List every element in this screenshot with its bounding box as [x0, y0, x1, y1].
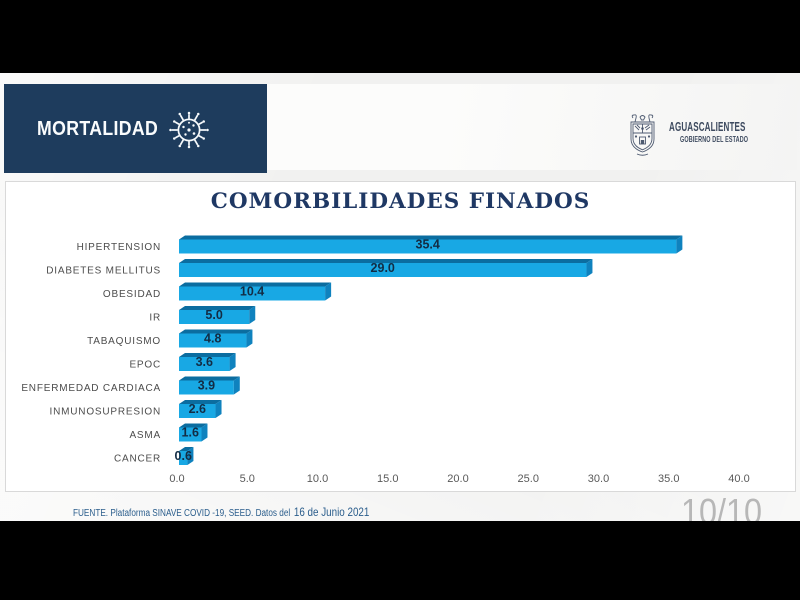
source-text: FUENTE. Plataforma SINAVE COVID -19, SEE…	[73, 508, 291, 519]
bar-value-label: 3.9	[198, 379, 215, 393]
bar-value-label: 0.6	[175, 449, 192, 463]
bar-top-face	[179, 447, 194, 451]
chart-title: COMORBILIDADES FINADOS	[210, 189, 591, 214]
x-tick-label: 0.0	[169, 473, 184, 485]
bar-top-face	[179, 423, 208, 428]
section-header: MORTALIDAD	[4, 84, 267, 173]
bar-value-label: 29.0	[371, 261, 395, 275]
bar-top-face	[179, 353, 236, 357]
logo-state-name: AGUASCALIENTES	[669, 119, 746, 134]
virus-icon	[169, 111, 209, 149]
letterbox-bottom	[0, 521, 800, 600]
bar-side-face	[187, 447, 194, 465]
chart-panel: COMORBILIDADES FINADOS HIPERTENSION 35.4 D…	[5, 181, 796, 492]
bar-side-face	[249, 306, 256, 324]
bar-chart-plot: HIPERTENSION 35.4 DIABETES MELLITUS 29.0 OBE…	[21, 235, 750, 485]
x-tick-label: 10.0	[307, 473, 328, 485]
bar-top-face	[179, 235, 683, 240]
bar-side-face	[246, 329, 253, 348]
logo-subtitle: GOBIERNO DEL ESTADO	[680, 134, 749, 144]
category-label: ASMA	[129, 430, 161, 441]
x-tick-label: 30.0	[588, 473, 609, 485]
government-logo: AGUASCALIENTES GOBIERNO DEL ESTADO	[627, 113, 787, 163]
bar-value-label: 5.0	[205, 308, 222, 322]
coat-of-arms-icon	[630, 114, 655, 156]
bar-value-label: 10.4	[240, 285, 264, 299]
bar	[179, 286, 326, 301]
category-label: EPOC	[129, 360, 161, 371]
bar-value-label: 1.6	[182, 426, 199, 440]
bar	[179, 310, 250, 324]
bar-side-face	[229, 353, 236, 371]
bar-side-face	[325, 282, 332, 301]
bar-side-face	[233, 376, 240, 395]
category-label: OBESIDAD	[103, 289, 161, 300]
bar-top-face	[179, 306, 256, 310]
bar-side-face	[201, 423, 208, 442]
bar-top-face	[179, 376, 240, 381]
bar-top-face	[179, 282, 332, 287]
bar	[179, 357, 230, 371]
bar-top-face	[179, 400, 222, 404]
slide-page-indicator: 10/10	[681, 491, 763, 522]
x-tick-label: 15.0	[377, 473, 398, 485]
x-tick-label: 40.0	[728, 473, 749, 485]
bar-top-face	[179, 259, 593, 263]
category-label: CANCER	[114, 454, 161, 465]
bar-value-label: 4.8	[204, 332, 221, 346]
source-date: 16 de Junio 2021	[293, 505, 370, 519]
x-tick-label: 25.0	[518, 473, 539, 485]
x-tick-label: 20.0	[447, 473, 468, 485]
category-label: HIPERTENSION	[77, 242, 161, 253]
letterbox-top	[0, 0, 800, 73]
bar	[179, 263, 587, 277]
x-tick-label: 35.0	[658, 473, 679, 485]
bar-side-face	[215, 400, 222, 418]
category-label: IR	[149, 313, 161, 324]
bar-value-label: 2.6	[189, 402, 206, 416]
bar	[179, 427, 202, 442]
bar-side-face	[586, 259, 593, 277]
bar	[179, 333, 247, 348]
section-title: MORTALIDAD	[37, 118, 159, 140]
slide: MORTALIDAD	[0, 73, 800, 521]
category-label: INMUNOSUPRESION	[50, 407, 161, 418]
bar	[179, 380, 234, 395]
x-tick-label: 5.0	[240, 473, 255, 485]
bar-side-face	[676, 235, 683, 254]
bar	[179, 451, 188, 465]
bar	[179, 239, 677, 254]
bar-value-label: 35.4	[416, 238, 440, 252]
bar	[179, 404, 216, 418]
bar-value-label: 3.6	[196, 355, 213, 369]
category-label: TABAQUISMO	[87, 336, 161, 347]
category-label: ENFERMEDAD CARDIACA	[21, 383, 161, 394]
source-note: FUENTE. Plataforma SINAVE COVID -19, SEE…	[73, 503, 369, 521]
bar-top-face	[179, 329, 253, 334]
category-label: DIABETES MELLITUS	[46, 266, 161, 277]
